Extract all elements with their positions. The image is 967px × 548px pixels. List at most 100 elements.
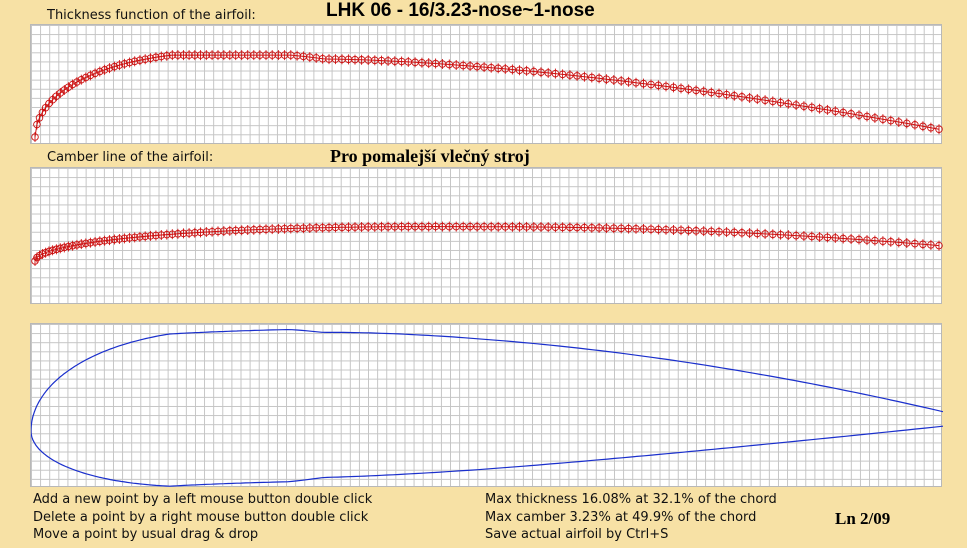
thickness-control-point[interactable] bbox=[208, 50, 216, 61]
thickness-control-point[interactable] bbox=[33, 119, 41, 130]
camber-control-point[interactable] bbox=[174, 228, 182, 239]
camber-control-point[interactable] bbox=[792, 230, 800, 241]
camber-control-point[interactable] bbox=[647, 224, 655, 235]
thickness-control-point[interactable] bbox=[220, 50, 228, 61]
camber-control-point[interactable] bbox=[136, 231, 144, 242]
camber-control-point[interactable] bbox=[588, 222, 596, 233]
thickness-control-point[interactable] bbox=[243, 50, 252, 61]
thickness-control-point[interactable] bbox=[110, 61, 119, 72]
camber-control-point[interactable] bbox=[73, 239, 81, 250]
thickness-control-point[interactable] bbox=[73, 77, 81, 87]
camber-control-point[interactable] bbox=[677, 225, 685, 236]
thickness-control-point[interactable] bbox=[855, 110, 863, 121]
camber-control-point[interactable] bbox=[669, 225, 678, 235]
thickness-control-point[interactable] bbox=[501, 63, 510, 74]
camber-control-point[interactable] bbox=[823, 232, 832, 243]
camber-control-point[interactable] bbox=[730, 227, 739, 238]
thickness-control-point[interactable] bbox=[163, 50, 171, 61]
thickness-control-point[interactable] bbox=[202, 50, 211, 61]
camber-control-point[interactable] bbox=[202, 227, 211, 237]
thickness-control-point[interactable] bbox=[551, 68, 560, 79]
thickness-control-point[interactable] bbox=[31, 132, 39, 142]
thickness-control-point[interactable] bbox=[226, 50, 234, 61]
thickness-control-point[interactable] bbox=[707, 87, 716, 98]
camber-control-point[interactable] bbox=[769, 229, 777, 240]
camber-control-point[interactable] bbox=[31, 256, 39, 266]
thickness-control-point[interactable] bbox=[776, 97, 785, 108]
thickness-control-point[interactable] bbox=[730, 90, 739, 101]
camber-control-point[interactable] bbox=[522, 221, 531, 232]
thickness-control-point[interactable] bbox=[573, 70, 581, 81]
thickness-control-point[interactable] bbox=[91, 68, 99, 79]
camber-control-point[interactable] bbox=[684, 225, 693, 236]
camber-control-point[interactable] bbox=[624, 223, 633, 234]
thickness-control-point[interactable] bbox=[684, 84, 693, 95]
camber-control-point[interactable] bbox=[800, 231, 808, 241]
thickness-control-point[interactable] bbox=[64, 82, 73, 93]
thickness-control-point[interactable] bbox=[831, 106, 840, 117]
camber-control-point[interactable] bbox=[501, 221, 510, 232]
thickness-control-point[interactable] bbox=[580, 71, 589, 82]
camber-control-point[interactable] bbox=[566, 222, 574, 233]
thickness-control-point[interactable] bbox=[610, 75, 618, 85]
thickness-control-point[interactable] bbox=[530, 66, 538, 77]
thickness-control-point[interactable] bbox=[558, 69, 567, 80]
camber-control-point[interactable] bbox=[185, 228, 193, 239]
thickness-control-point[interactable] bbox=[214, 50, 222, 61]
thickness-control-point[interactable] bbox=[168, 50, 177, 61]
camber-control-point[interactable] bbox=[544, 222, 552, 233]
camber-control-point[interactable] bbox=[220, 226, 228, 237]
camber-control-point[interactable] bbox=[935, 240, 943, 251]
camber-control-point[interactable] bbox=[855, 234, 863, 245]
thickness-control-point[interactable] bbox=[185, 50, 193, 61]
thickness-control-point[interactable] bbox=[692, 85, 700, 96]
camber-control-point[interactable] bbox=[480, 221, 488, 232]
camber-control-point[interactable] bbox=[64, 241, 73, 252]
thickness-control-point[interactable] bbox=[745, 92, 754, 103]
thickness-control-point[interactable] bbox=[722, 89, 731, 100]
camber-control-point[interactable] bbox=[179, 228, 188, 239]
camber-control-point[interactable] bbox=[120, 233, 129, 244]
camber-control-point[interactable] bbox=[45, 246, 53, 257]
thickness-control-point[interactable] bbox=[174, 50, 182, 61]
thickness-control-point[interactable] bbox=[48, 94, 57, 105]
camber-control-point[interactable] bbox=[208, 226, 216, 237]
camber-control-point[interactable] bbox=[191, 227, 199, 238]
camber-control-point[interactable] bbox=[68, 240, 77, 251]
camber-control-point[interactable] bbox=[784, 230, 793, 241]
thickness-control-point[interactable] bbox=[871, 112, 879, 123]
thickness-control-point[interactable] bbox=[86, 70, 95, 81]
thickness-control-point[interactable] bbox=[125, 57, 134, 68]
camber-control-point[interactable] bbox=[662, 224, 670, 235]
thickness-control-point[interactable] bbox=[136, 55, 144, 66]
thickness-control-point[interactable] bbox=[847, 108, 855, 119]
thickness-control-point[interactable] bbox=[105, 63, 114, 74]
camber-control-point[interactable] bbox=[753, 228, 762, 239]
camber-control-point[interactable] bbox=[776, 229, 785, 240]
thickness-control-point[interactable] bbox=[887, 115, 895, 126]
camber-control-point[interactable] bbox=[617, 223, 625, 234]
thickness-control-point[interactable] bbox=[130, 56, 139, 67]
thickness-control-point[interactable] bbox=[191, 50, 199, 61]
camber-control-point[interactable] bbox=[895, 237, 903, 248]
camber-control-point[interactable] bbox=[551, 222, 560, 233]
camber-control-point[interactable] bbox=[715, 226, 723, 237]
camber-control-point[interactable] bbox=[125, 232, 134, 243]
camber-control-point[interactable] bbox=[632, 223, 640, 234]
thickness-control-point[interactable] bbox=[919, 121, 927, 132]
thickness-control-point[interactable] bbox=[808, 102, 816, 113]
thickness-control-point[interactable] bbox=[68, 79, 77, 90]
thickness-control-point[interactable] bbox=[647, 79, 655, 90]
thickness-control-point[interactable] bbox=[669, 82, 678, 93]
thickness-control-point[interactable] bbox=[792, 100, 800, 110]
camber-control-point[interactable] bbox=[654, 224, 663, 235]
camber-control-point[interactable] bbox=[52, 244, 61, 255]
thickness-control-point[interactable] bbox=[800, 101, 808, 112]
thickness-control-point[interactable] bbox=[250, 50, 258, 61]
thickness-control-point[interactable] bbox=[515, 65, 524, 76]
camber-control-point[interactable] bbox=[256, 224, 264, 235]
camber-control-point[interactable] bbox=[163, 229, 171, 240]
thickness-control-point[interactable] bbox=[508, 64, 517, 75]
camber-control-point[interactable] bbox=[761, 228, 769, 239]
camber-control-point[interactable] bbox=[927, 239, 935, 250]
